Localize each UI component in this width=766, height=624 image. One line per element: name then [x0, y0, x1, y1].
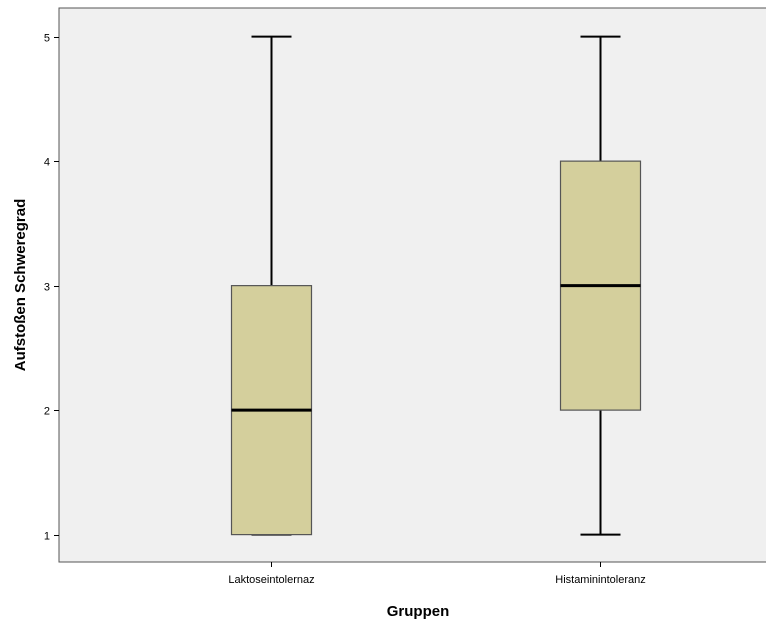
y-axis-title: Aufstoßen Schweregrad	[12, 199, 29, 372]
x-tick-label: Histaminintoleranz	[555, 574, 645, 586]
y-axis: 1 2 3 4 5	[44, 33, 59, 543]
x-axis-title: Gruppen	[387, 603, 450, 620]
x-axis: Laktoseintolernaz Histaminintoleranz	[228, 562, 646, 586]
boxes	[230, 35, 642, 536]
y-tick-label: 3	[44, 282, 50, 294]
y-tick-label: 5	[44, 33, 50, 45]
y-tick-label: 1	[44, 531, 50, 543]
y-tick-label: 2	[44, 406, 50, 418]
y-tick-label: 4	[44, 157, 50, 169]
box-group	[230, 35, 313, 536]
box-group	[559, 35, 642, 536]
x-tick-label: Laktoseintolernaz	[228, 574, 314, 586]
plot-area	[58, 7, 766, 563]
